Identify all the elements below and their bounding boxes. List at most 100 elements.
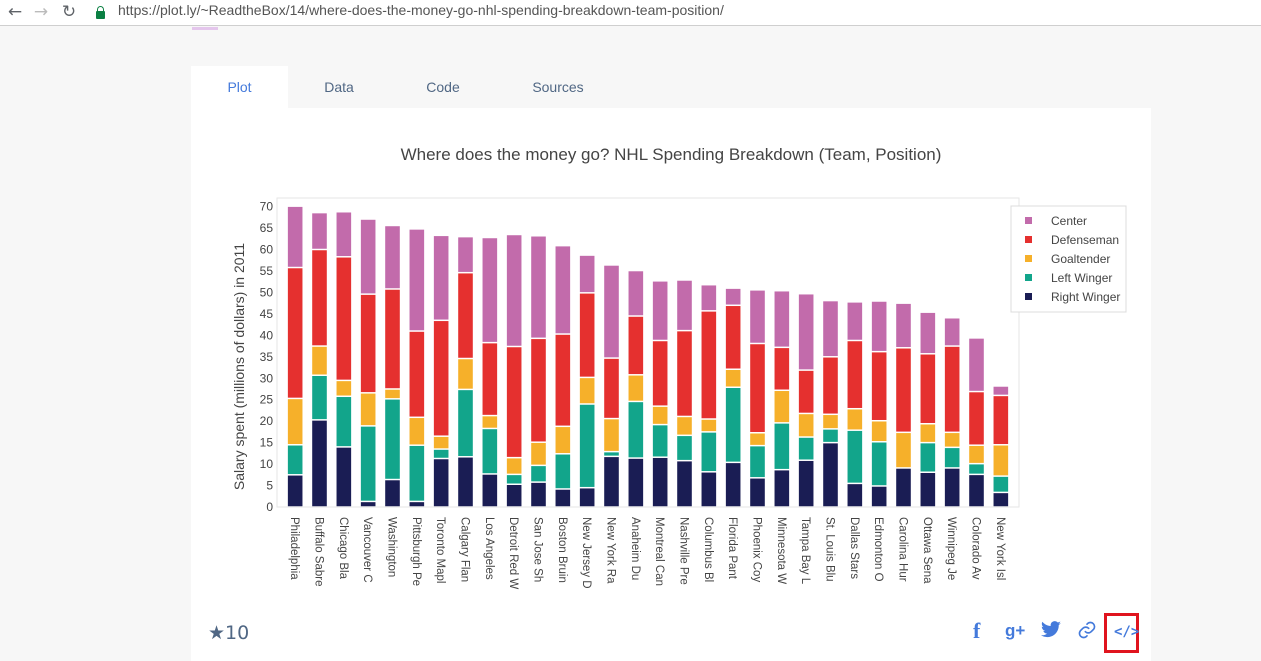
x-tick-label: Anaheim Du	[629, 517, 641, 580]
x-tick-label: Tampa Bay L	[799, 517, 811, 585]
x-tick-label: New Jersey D	[580, 517, 592, 589]
tab-plot[interactable]: Plot	[191, 66, 288, 108]
legend-label: Goaltender	[1051, 252, 1110, 266]
bar-segment-left-winger	[798, 437, 814, 460]
legend-swatch	[1025, 255, 1032, 262]
x-tick-label: Florida Pant	[726, 517, 738, 580]
bar-segment-defenseman	[920, 354, 936, 423]
embed-code-icon[interactable]: </>	[1114, 624, 1140, 640]
y-tick-label: 20	[260, 414, 274, 428]
facebook-icon[interactable]: f	[973, 618, 981, 643]
bar-segment-goaltender	[385, 389, 400, 399]
bar-segment-center	[896, 303, 911, 348]
bar-segment-center	[944, 318, 960, 346]
bar-segment-center	[823, 301, 838, 357]
bar-segment-right-winger	[677, 461, 692, 507]
bar-segment-right-winger	[628, 458, 644, 507]
bar-segment-left-winger	[482, 429, 498, 474]
x-tick-label: Dallas Stars	[848, 517, 860, 579]
bar-segment-right-winger	[555, 489, 571, 507]
x-tick-label: Buffalo Sabre	[313, 517, 325, 586]
bar-segment-right-winger	[798, 460, 814, 507]
bar-segment-goaltender	[993, 445, 1009, 476]
bar-segment-center	[847, 302, 863, 340]
link-icon[interactable]	[1076, 620, 1098, 648]
bar-segment-right-winger	[506, 485, 522, 507]
bar-segment-left-winger	[336, 397, 352, 447]
x-tick-label: Minnesota W	[775, 517, 787, 584]
bar-segment-defenseman	[701, 311, 717, 419]
legend-swatch	[1025, 236, 1032, 243]
bar-segment-left-winger	[312, 375, 327, 420]
bar-segment-goaltender	[847, 409, 863, 430]
y-tick-label: 60	[260, 243, 274, 257]
x-tick-label: Columbus Bl	[702, 517, 714, 582]
y-tick-label: 10	[260, 457, 274, 471]
bar-segment-defenseman	[823, 357, 838, 414]
bar-segment-defenseman	[677, 331, 692, 416]
y-tick-label: 0	[266, 500, 273, 514]
bar-segment-defenseman	[360, 294, 376, 393]
y-tick-label: 45	[260, 307, 274, 321]
reload-icon[interactable]: ↻	[61, 2, 77, 22]
bar-segment-center	[409, 229, 425, 331]
forward-arrow-icon[interactable]: →	[33, 2, 49, 22]
stacked-bar-chart: Where does the money go? NHL Spending Br…	[231, 145, 1127, 589]
bar-segment-right-winger	[896, 468, 911, 507]
x-tick-label: Calgary Flan	[459, 517, 471, 582]
y-tick-label: 30	[260, 371, 274, 385]
google-plus-icon[interactable]: g+	[1005, 621, 1026, 640]
bar-segment-goaltender	[920, 424, 936, 442]
bar-segment-right-winger	[823, 443, 838, 507]
bar-segment-right-winger	[871, 486, 887, 507]
bar-segment-left-winger	[701, 432, 717, 472]
bar-segment-goaltender	[725, 369, 741, 387]
bar-segment-right-winger	[531, 482, 546, 507]
bar-segment-defenseman	[555, 334, 571, 426]
bar-segment-right-winger	[360, 502, 376, 507]
bar-segment-right-winger	[701, 472, 717, 507]
bar-segment-defenseman	[993, 396, 1009, 445]
bar-segment-left-winger	[433, 449, 449, 458]
bar-segment-left-winger	[652, 425, 668, 457]
y-axis-title: Salary spent (millions of dollars) in 20…	[231, 243, 247, 490]
y-tick-label: 70	[260, 200, 274, 214]
x-tick-label: Boston Bruin	[556, 517, 568, 583]
x-tick-label: New York Ra	[605, 517, 617, 584]
bar-segment-goaltender	[823, 415, 838, 429]
x-tick-label: Pittsburgh Pe	[410, 517, 422, 586]
y-tick-label: 40	[260, 328, 274, 342]
bar-segment-center	[652, 281, 668, 340]
bar-segment-right-winger	[312, 420, 327, 507]
bar-segment-center	[555, 246, 571, 334]
bar-segment-goaltender	[482, 416, 498, 428]
bar-segment-defenseman	[458, 273, 473, 358]
bar-segment-defenseman	[725, 306, 741, 369]
tab-sources[interactable]: Sources	[532, 79, 584, 95]
bar-segment-center	[750, 290, 765, 343]
bar-segment-center	[385, 226, 400, 289]
bar-segment-defenseman	[531, 339, 546, 442]
bar-segment-goaltender	[287, 399, 303, 445]
bar-segment-left-winger	[774, 423, 790, 469]
bar-segment-right-winger	[385, 480, 400, 507]
tab-code[interactable]: Code	[426, 79, 460, 95]
bar-segment-left-winger	[287, 445, 303, 475]
bar-segment-center	[482, 238, 498, 342]
bar-segment-center	[360, 219, 376, 294]
back-arrow-icon[interactable]: ←	[7, 2, 23, 22]
x-tick-label: Vancouver C	[361, 517, 373, 583]
bar-segment-left-winger	[628, 402, 644, 458]
twitter-icon[interactable]	[1040, 621, 1062, 649]
chart-title: Where does the money go? NHL Spending Br…	[401, 145, 942, 164]
bar-segment-center	[287, 206, 303, 267]
bar-segment-center	[677, 280, 692, 330]
x-tick-label: Philadelphia	[288, 517, 300, 580]
star-count[interactable]: ★10	[208, 622, 250, 644]
bar-segment-center	[336, 212, 352, 257]
bar-segment-center	[871, 301, 887, 351]
address-bar-url[interactable]: https://plot.ly/~ReadtheBox/14/where-doe…	[118, 2, 724, 18]
bar-segment-defenseman	[409, 331, 425, 417]
tab-data[interactable]: Data	[324, 79, 354, 95]
x-tick-label: Phoenix Coy	[751, 517, 763, 582]
